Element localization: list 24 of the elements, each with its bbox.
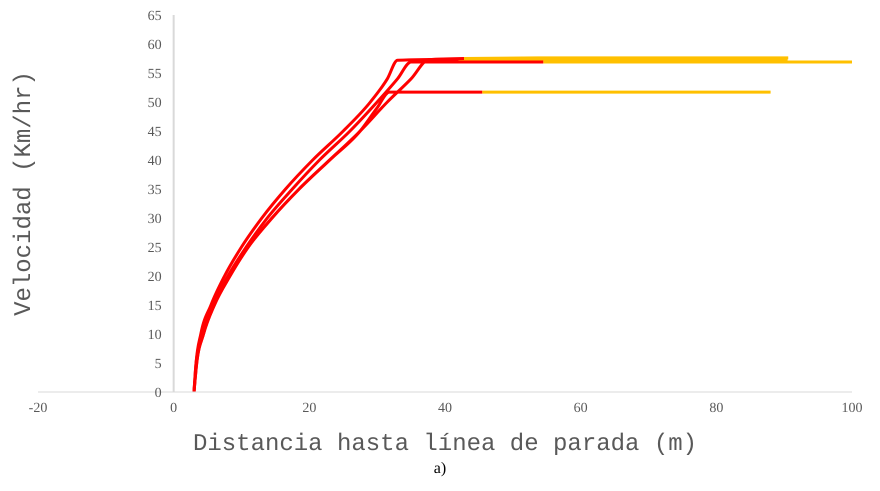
- x-tick-label: 60: [574, 401, 588, 416]
- y-tick-label: 60: [148, 38, 162, 53]
- y-tick-label: 30: [148, 212, 162, 227]
- x-axis-title: Distancia hasta línea de parada (m): [192, 431, 698, 458]
- y-tick-label: 40: [148, 154, 162, 169]
- text: a): [432, 460, 448, 478]
- x-tick-label: 20: [302, 401, 316, 416]
- y-tick-label: 25: [148, 241, 162, 256]
- y-tick-label: 10: [148, 328, 162, 343]
- y-tick-label: 0: [154, 386, 162, 401]
- y-tick-label: 50: [148, 96, 162, 111]
- y-tick-label: 15: [148, 299, 162, 314]
- y-tick-label: 55: [148, 67, 162, 82]
- x-tick-label: -20: [28, 401, 48, 416]
- y-axis-title: Velocidad (Km/hr): [11, 71, 38, 316]
- y-tick-label: 5: [154, 357, 162, 372]
- y-tick-label: 65: [148, 9, 162, 24]
- x-tick-label: 0: [170, 401, 178, 416]
- x-tick-label: 40: [438, 401, 452, 416]
- y-tick-label: 35: [148, 183, 162, 198]
- y-tick-label: 45: [148, 125, 162, 140]
- y-tick-label: 20: [148, 270, 162, 285]
- x-tick-label: 80: [709, 401, 724, 416]
- x-tick-label: 100: [842, 401, 862, 416]
